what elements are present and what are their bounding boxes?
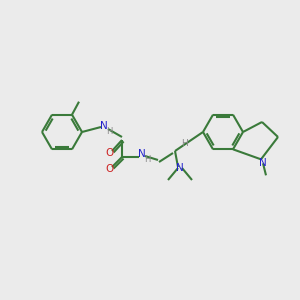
Text: H: H: [106, 128, 112, 136]
Text: N: N: [138, 149, 146, 159]
Text: H: H: [144, 155, 150, 164]
Text: H: H: [181, 140, 188, 148]
Text: O: O: [105, 164, 113, 174]
Text: N: N: [176, 163, 184, 173]
Text: N: N: [259, 158, 267, 168]
Text: N: N: [100, 121, 108, 131]
Text: O: O: [105, 148, 113, 158]
